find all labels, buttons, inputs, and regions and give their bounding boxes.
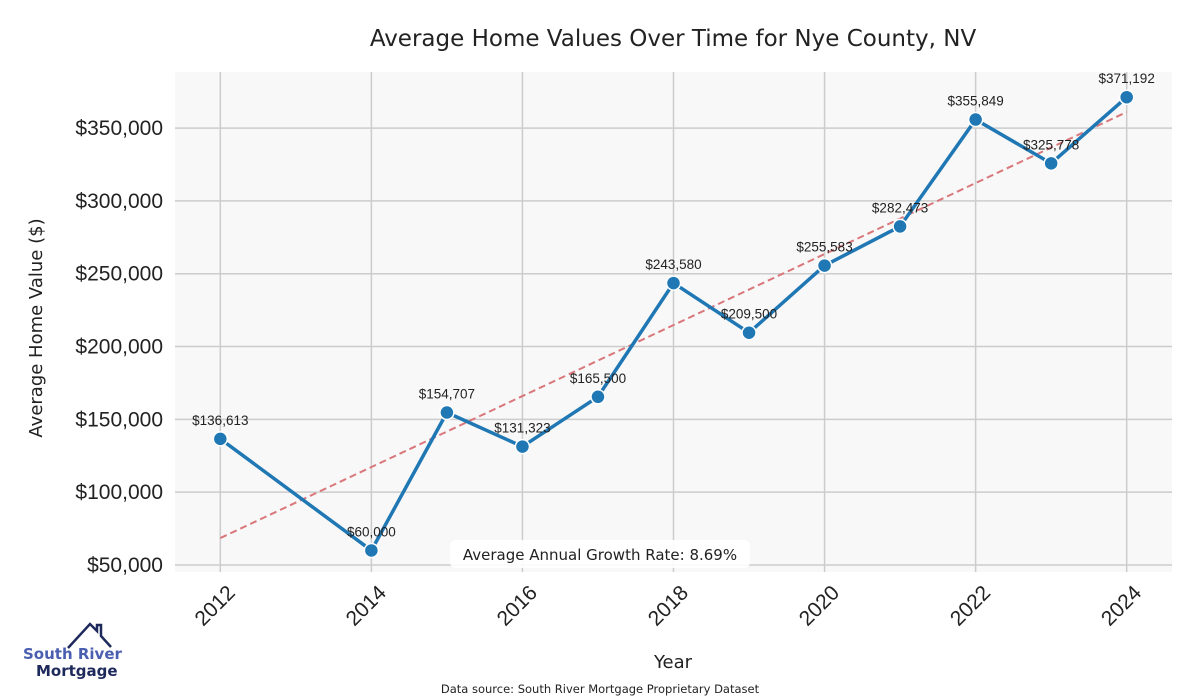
data-point <box>590 389 606 405</box>
data-label: $154,707 <box>419 387 475 402</box>
data-point <box>665 275 682 291</box>
y-tick-label: $150,000 <box>75 408 163 431</box>
logo-line2: Mortgage <box>36 662 118 680</box>
x-tick-label: 2012 <box>191 581 240 630</box>
chart-title: Average Home Values Over Time for Nye Co… <box>370 26 977 52</box>
data-label: $131,323 <box>494 421 550 436</box>
annotation-box <box>450 540 750 568</box>
data-point <box>212 431 229 447</box>
x-ticks: 2012 2014 2016 2018 2020 2022 2024 <box>191 581 1147 631</box>
data-point <box>892 218 908 235</box>
data-label: $209,500 <box>721 307 777 322</box>
data-point <box>741 324 757 341</box>
x-tick-label: 2016 <box>493 581 542 630</box>
y-tick-label: $350,000 <box>75 117 163 140</box>
y-axis-label: Average Home Value ($) <box>26 218 47 437</box>
logo-line1: South River <box>23 645 123 663</box>
data-labels: $136,613 $60,000 $154,707 $131,323 $165,500 $… <box>192 71 1155 539</box>
x-tick-label: 2024 <box>1097 581 1147 631</box>
growth-rate-annotation: Average Annual Growth Rate: 8.69% <box>463 546 737 564</box>
data-label: $165,500 <box>570 371 626 386</box>
data-point <box>967 111 984 128</box>
grid <box>175 72 1172 572</box>
data-label: $371,192 <box>1099 71 1155 86</box>
logo: South River Mortgage <box>23 622 123 680</box>
data-label: $325,778 <box>1023 137 1079 152</box>
data-label: $282,473 <box>872 200 928 215</box>
data-label: $255,583 <box>796 240 852 255</box>
y-tick-label: $200,000 <box>75 336 163 359</box>
data-point <box>514 438 531 455</box>
y-tick-label: $100,000 <box>75 481 163 504</box>
data-point <box>1118 89 1135 105</box>
x-tick-label: 2020 <box>795 581 844 630</box>
data-point <box>816 257 833 274</box>
x-tick-label: 2022 <box>946 581 995 630</box>
data-point <box>1043 155 1059 172</box>
x-tick-label: 2014 <box>342 581 392 631</box>
data-label: $355,849 <box>947 94 1003 109</box>
data-point <box>363 542 380 559</box>
data-point <box>439 404 455 421</box>
y-tick-label: $50,000 <box>87 554 163 577</box>
data-label: $136,613 <box>192 413 248 428</box>
data-source: Data source: South River Mortgage Propri… <box>441 682 760 696</box>
data-points <box>212 89 1135 559</box>
x-tick-label: 2018 <box>644 581 693 630</box>
series-line <box>219 95 1128 553</box>
x-axis-label: Year <box>653 652 693 673</box>
y-tick-label: $300,000 <box>75 190 163 213</box>
data-label: $60,000 <box>347 524 396 539</box>
data-label: $243,580 <box>645 257 701 272</box>
y-tick-label: $250,000 <box>75 263 163 286</box>
house-icon <box>67 622 112 649</box>
y-ticks: $50,000 $100,000 $150,000 $200,000 $250,000 $… <box>75 117 163 577</box>
trendline <box>219 111 1128 539</box>
